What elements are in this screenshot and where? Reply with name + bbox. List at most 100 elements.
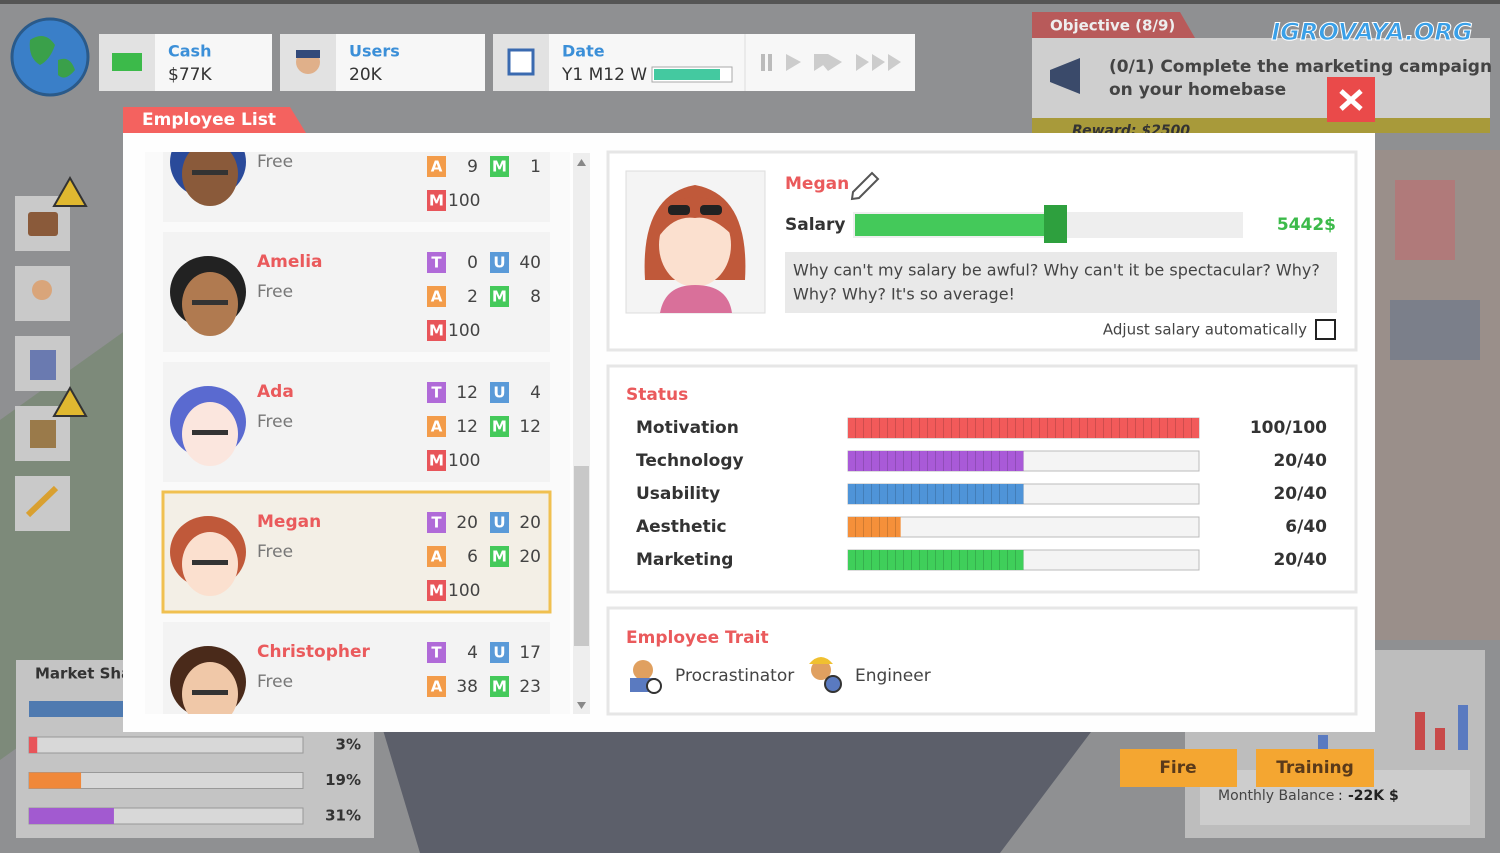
salary-slider-fill (855, 214, 1055, 236)
hud-cash: Cash $77K (99, 34, 272, 91)
panel-title: Market Sha (35, 665, 131, 683)
employee-status: Free (257, 412, 293, 432)
share-bar (29, 737, 38, 753)
stat-letter: M (492, 678, 507, 696)
hud-users: Users 20K (280, 34, 485, 91)
scroll-down[interactable] (577, 702, 586, 709)
stat-letter: U (493, 384, 505, 402)
stat-value: 20 (519, 513, 541, 533)
stat-letter: A (431, 678, 443, 696)
week-progress-fill (654, 69, 720, 80)
warning-icon (52, 175, 88, 207)
stat-badge (427, 546, 446, 567)
salary-value: 5442$ (1277, 215, 1336, 235)
employee-name: Ada (257, 382, 294, 402)
avatar-eyes (192, 430, 228, 435)
reward-bar (1032, 118, 1490, 133)
stat-badge (427, 416, 446, 437)
close-icon (1339, 89, 1363, 111)
stat-letter: U (493, 514, 505, 532)
stat-value: 23 (519, 677, 541, 697)
avatar-eyes (192, 170, 228, 175)
hud-date: Date Y1 M12 W (493, 34, 915, 91)
hud-label: Users (349, 42, 400, 61)
stat-value: 1 (530, 157, 541, 177)
stat-letter: A (431, 288, 443, 306)
share-label: 19% (325, 771, 361, 789)
stat-value: 2 (467, 287, 478, 307)
stat-badge (490, 546, 509, 567)
salary-label: Salary : (785, 215, 858, 235)
employee-name: Megan (785, 174, 849, 194)
scroll-up[interactable] (577, 159, 586, 166)
scene-desk (1390, 300, 1480, 360)
salary-slider-knob[interactable] (1044, 205, 1067, 243)
stat-badge (490, 642, 509, 663)
edit-name-button[interactable] (850, 171, 880, 201)
modal-title: Employee List (142, 110, 276, 130)
stat-value: 40 (519, 253, 541, 273)
building-icon (30, 350, 56, 380)
employee-status: Free (257, 152, 293, 172)
balance-value: -22K $ (1348, 788, 1399, 804)
stat-badge (490, 252, 509, 273)
fastest-button[interactable] (872, 54, 885, 71)
play-button[interactable] (786, 54, 801, 71)
employee-status: Free (257, 672, 293, 692)
objective-bg (1032, 38, 1490, 133)
scene-office (1375, 150, 1500, 640)
employee-card[interactable]: Free A 9 M 1M 100 (163, 102, 550, 222)
globe-button[interactable] (10, 17, 90, 97)
stat-value: 17 (519, 643, 541, 663)
stat-letter: M (429, 452, 444, 470)
users-icon-hair (296, 50, 320, 58)
employee-card[interactable]: Christopher Free T 4 U 17 A 38 M 23 (163, 622, 550, 742)
stat-badge (427, 642, 446, 663)
trait-icon (824, 675, 842, 693)
hud-label: Cash (168, 42, 211, 61)
mood-value: 100 (448, 321, 480, 341)
status-value: 6/40 (1285, 517, 1327, 537)
avatar-face (182, 152, 238, 206)
scrollbar-thumb[interactable] (574, 466, 589, 646)
auto-salary-checkbox[interactable] (1315, 319, 1336, 340)
fire-button[interactable] (1120, 749, 1237, 787)
fastest-button[interactable] (888, 54, 901, 71)
status-name: Marketing (636, 550, 733, 570)
employee-status: Free (257, 542, 293, 562)
avatar-eyes (192, 690, 228, 695)
stat-letter: A (431, 158, 443, 176)
fire-label: Fire (1159, 758, 1196, 778)
fast-button[interactable] (814, 54, 842, 71)
balance-label: Monthly Balance (1218, 788, 1334, 804)
fastest-button[interactable] (856, 54, 869, 71)
stat-badge (427, 382, 446, 403)
status-bar-seg (848, 550, 1024, 570)
hud-value: Y1 M12 W (561, 65, 647, 85)
training-button[interactable] (1256, 749, 1374, 787)
portrait-glasses (700, 205, 722, 215)
status-bar-seg (848, 484, 1024, 504)
pause-button[interactable] (768, 54, 772, 71)
folder-icon (30, 420, 56, 448)
pause-button[interactable] (761, 54, 765, 71)
stat-letter: T (431, 254, 442, 272)
stat-letter: T (431, 644, 442, 662)
employee-name: Megan (257, 512, 321, 532)
cash-icon (112, 53, 142, 71)
trait-icon (633, 660, 653, 680)
stat-letter: U (493, 254, 505, 272)
stat-value: 9 (467, 157, 478, 177)
calendar-icon (507, 48, 535, 76)
trait-icon (811, 660, 831, 680)
globe-land (29, 36, 75, 78)
stat-letter: M (429, 192, 444, 210)
stat-letter: U (493, 644, 505, 662)
hud-label: Date (562, 42, 605, 61)
